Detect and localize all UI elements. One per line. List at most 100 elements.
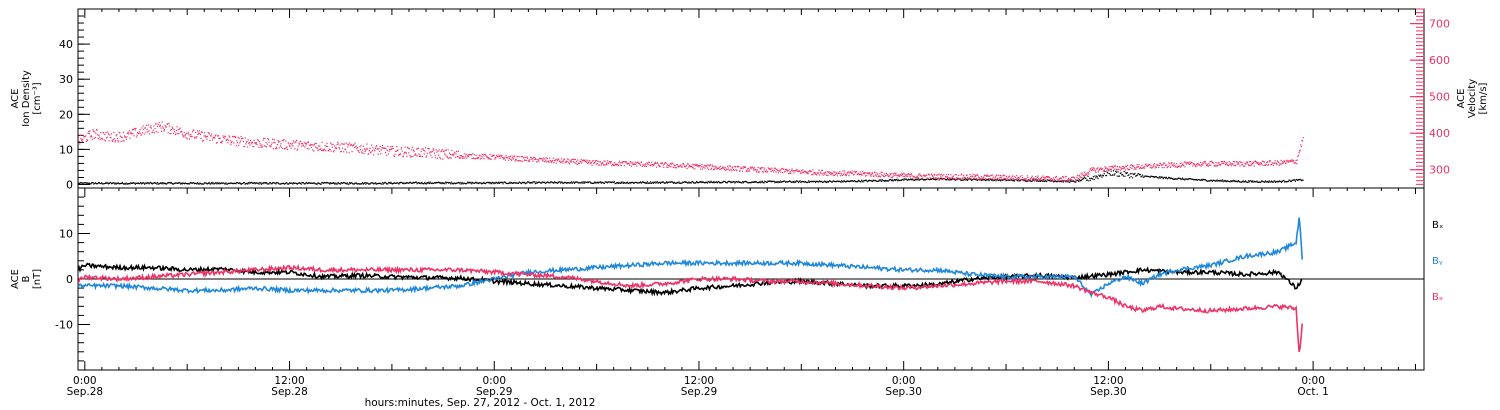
density-point bbox=[209, 183, 211, 185]
velocity-point bbox=[454, 151, 456, 153]
density-point bbox=[904, 178, 906, 180]
density-point bbox=[202, 183, 204, 185]
velocity-point bbox=[93, 137, 95, 139]
velocity-point bbox=[321, 141, 323, 143]
density-point bbox=[328, 182, 330, 184]
velocity-point bbox=[894, 174, 897, 176]
density-point bbox=[829, 180, 831, 182]
velocity-point bbox=[446, 157, 449, 159]
density-point bbox=[252, 182, 254, 184]
velocity-point bbox=[158, 122, 160, 124]
density-point bbox=[324, 182, 326, 184]
velocity-point bbox=[510, 159, 513, 161]
density-point bbox=[625, 182, 627, 184]
velocity-point bbox=[1245, 161, 1248, 163]
density-point bbox=[1128, 174, 1130, 176]
density-point bbox=[557, 181, 560, 183]
velocity-point bbox=[731, 170, 733, 172]
density-point bbox=[286, 182, 288, 184]
velocity-point bbox=[117, 140, 119, 142]
velocity-point bbox=[156, 123, 158, 125]
velocity-point bbox=[221, 142, 223, 144]
velocity-point bbox=[1270, 163, 1273, 166]
density-point bbox=[616, 182, 619, 184]
density-point bbox=[1268, 180, 1270, 182]
velocity-point bbox=[80, 138, 82, 140]
velocity-point bbox=[911, 175, 913, 177]
density-point bbox=[322, 182, 325, 184]
velocity-point bbox=[526, 156, 528, 158]
density-point bbox=[242, 182, 244, 185]
x-tick-label-time: 12:00 bbox=[1093, 375, 1123, 387]
velocity-point bbox=[1230, 165, 1233, 167]
density-point bbox=[649, 182, 651, 184]
density-point bbox=[1048, 179, 1050, 182]
velocity-point bbox=[797, 171, 799, 173]
velocity-point bbox=[747, 170, 749, 172]
velocity-point bbox=[463, 153, 465, 155]
velocity-point bbox=[972, 173, 974, 176]
density-point bbox=[1124, 175, 1126, 177]
velocity-point bbox=[962, 175, 965, 177]
velocity-point bbox=[1267, 164, 1269, 167]
velocity-point bbox=[312, 144, 314, 146]
density-point bbox=[866, 180, 868, 182]
velocity-point bbox=[154, 127, 156, 130]
velocity-point bbox=[1010, 178, 1012, 180]
velocity-point bbox=[1181, 162, 1183, 164]
velocity-point bbox=[903, 176, 905, 178]
velocity-point bbox=[462, 155, 464, 158]
density-point bbox=[835, 181, 837, 183]
velocity-point bbox=[338, 148, 341, 150]
density-point bbox=[160, 182, 162, 184]
velocity-point bbox=[635, 162, 637, 164]
velocity-point bbox=[278, 141, 280, 143]
velocity-point bbox=[131, 129, 133, 131]
density-point bbox=[270, 183, 272, 185]
density-point bbox=[1191, 178, 1194, 180]
density-point bbox=[1117, 171, 1119, 173]
velocity-point bbox=[823, 172, 825, 174]
velocity-point bbox=[858, 173, 860, 175]
density-point bbox=[812, 181, 814, 183]
velocity-point bbox=[1078, 174, 1080, 176]
velocity-point bbox=[569, 161, 571, 163]
velocity-point bbox=[306, 142, 308, 145]
velocity-point bbox=[1185, 163, 1187, 165]
velocity-point bbox=[417, 148, 419, 150]
velocity-point bbox=[1104, 166, 1106, 168]
velocity-point bbox=[822, 174, 824, 176]
velocity-point bbox=[948, 178, 950, 180]
density-point bbox=[237, 182, 239, 184]
density-point bbox=[982, 179, 984, 181]
density-point bbox=[394, 182, 396, 184]
density-point bbox=[703, 182, 705, 184]
density-point bbox=[894, 179, 897, 182]
velocity-point bbox=[184, 135, 186, 137]
density-point bbox=[449, 182, 451, 184]
velocity-point bbox=[304, 146, 306, 148]
velocity-point bbox=[1004, 174, 1006, 177]
density-point bbox=[107, 183, 110, 185]
density-point bbox=[626, 182, 628, 184]
density-point bbox=[1233, 180, 1235, 183]
velocity-point bbox=[384, 147, 386, 149]
velocity-point bbox=[1298, 152, 1300, 154]
density-point bbox=[521, 181, 523, 184]
velocity-point bbox=[1262, 161, 1264, 163]
density-point bbox=[627, 182, 629, 185]
x-tick-label-time: 0:00 bbox=[1301, 375, 1325, 387]
velocity-point bbox=[575, 162, 577, 164]
velocity-point bbox=[1057, 180, 1060, 182]
density-point bbox=[296, 183, 298, 185]
density-point bbox=[619, 182, 621, 184]
density-point bbox=[945, 179, 947, 181]
density-point bbox=[907, 178, 910, 180]
density-point bbox=[1156, 176, 1158, 179]
velocity-point bbox=[429, 151, 431, 153]
density-point bbox=[1018, 180, 1020, 182]
velocity-point bbox=[110, 137, 112, 139]
velocity-point bbox=[268, 141, 270, 143]
velocity-point bbox=[1042, 175, 1044, 177]
velocity-point bbox=[1238, 163, 1240, 165]
